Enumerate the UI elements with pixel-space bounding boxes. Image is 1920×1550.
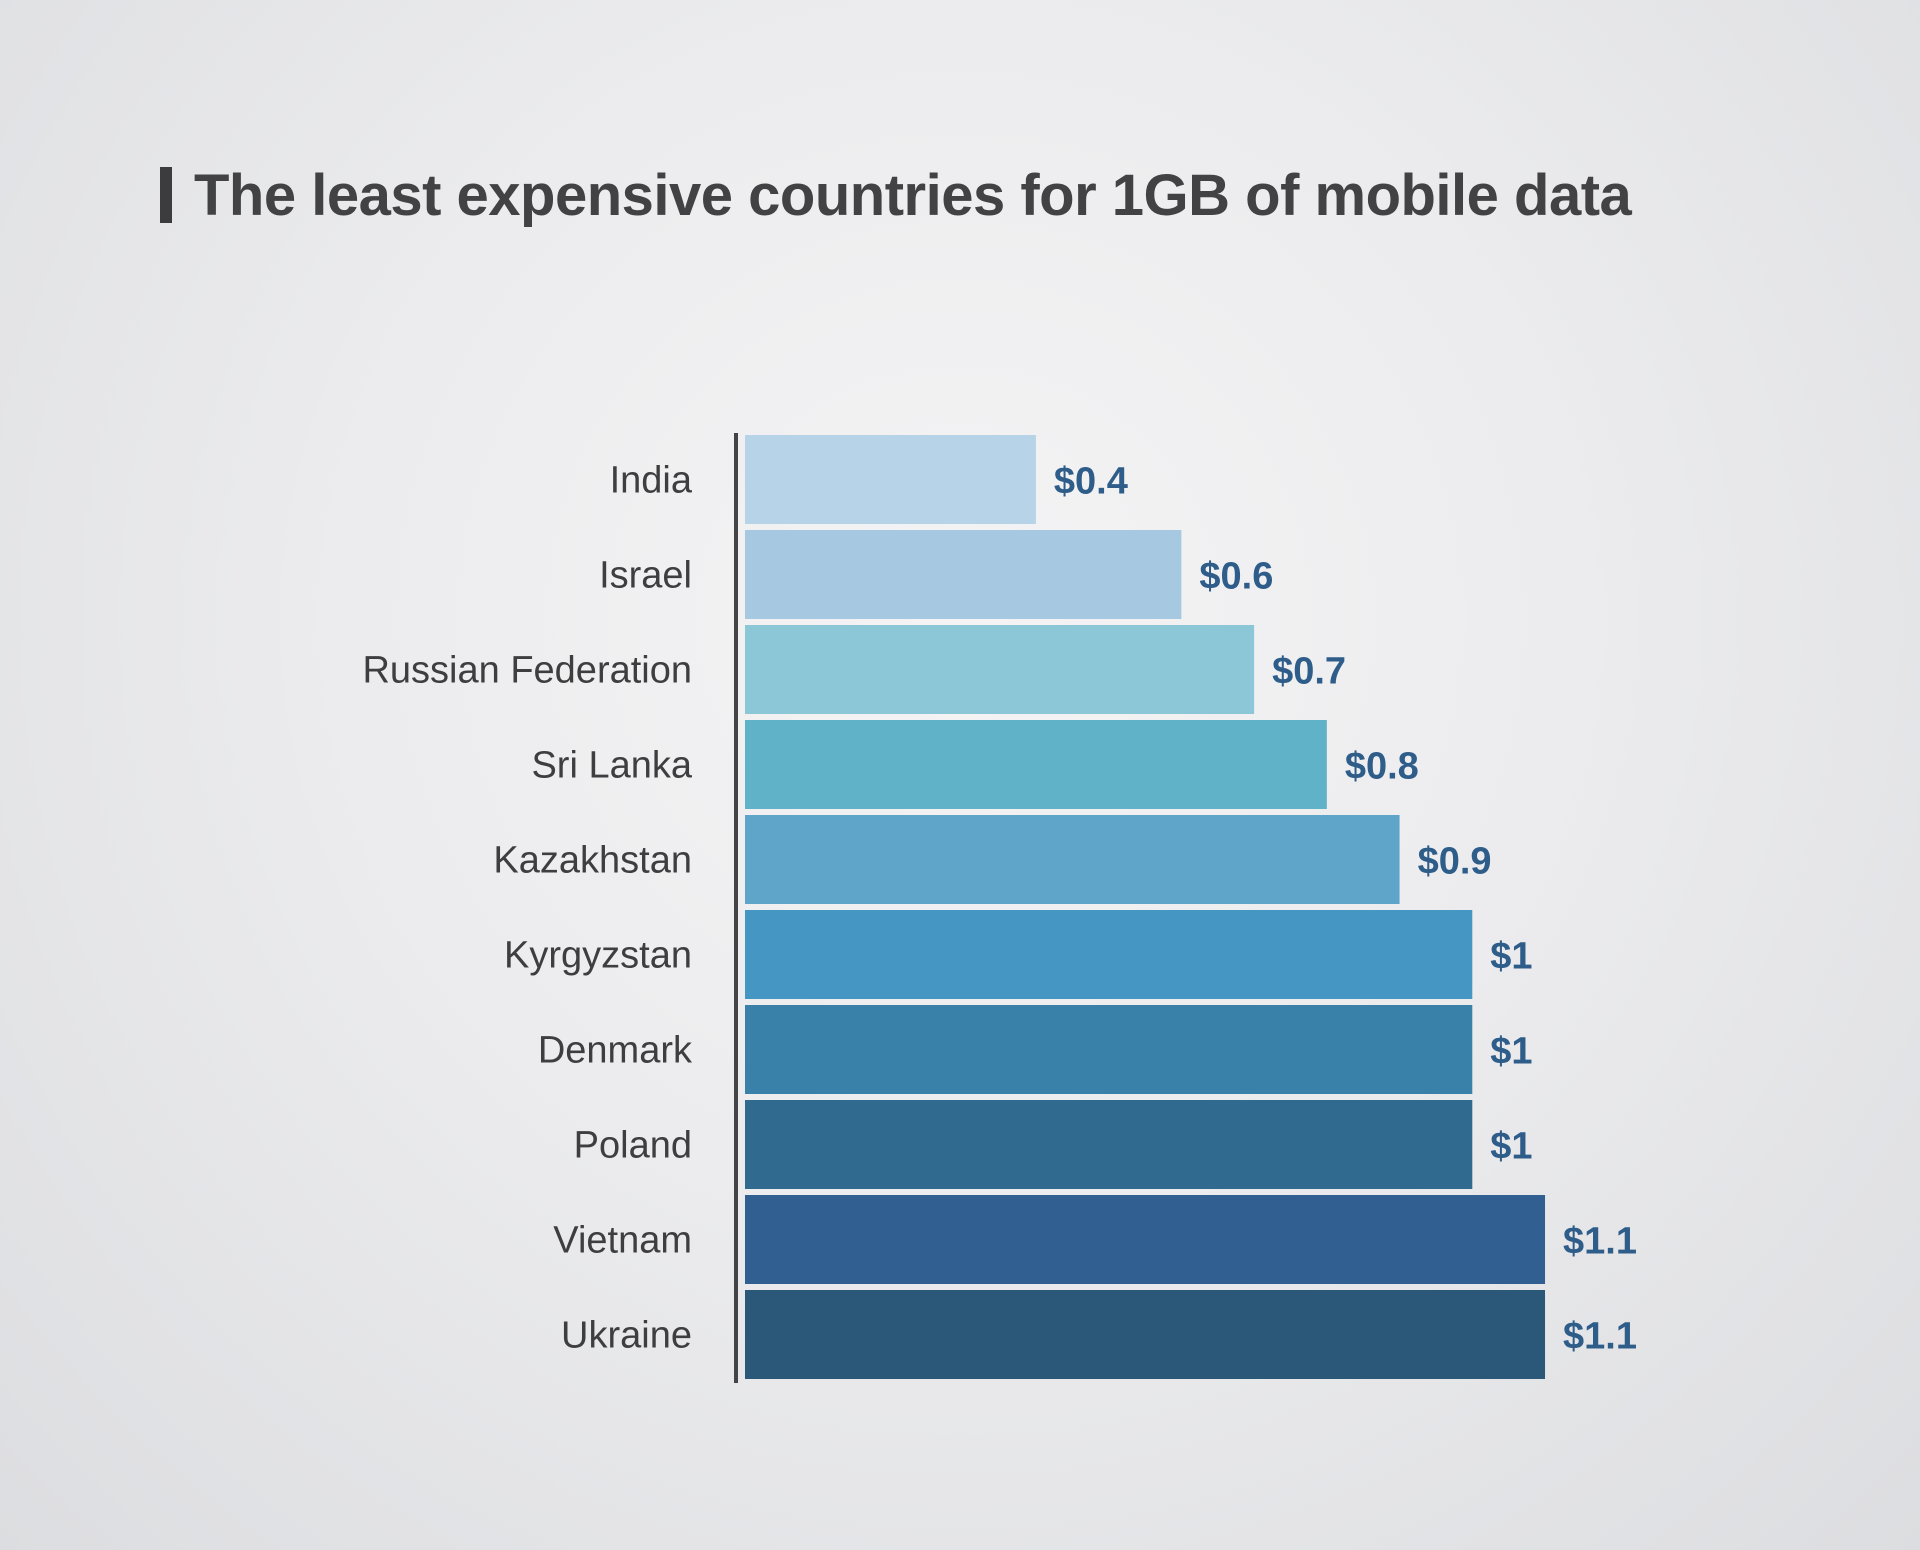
value-label: $1 xyxy=(1490,1126,1532,1168)
value-label: $0.7 xyxy=(1272,651,1346,693)
category-labels-group: India Israel Russian Federation Sri Lanka Ka… xyxy=(362,460,693,1357)
bar-vietnam xyxy=(745,1195,1546,1284)
bar-ukraine xyxy=(745,1290,1546,1379)
category-label: India xyxy=(610,460,693,502)
value-label: $0.6 xyxy=(1199,556,1273,598)
chart-title: The least expensive countries for 1GB of… xyxy=(160,160,1632,230)
category-label: Sri Lanka xyxy=(531,745,692,787)
bar-india xyxy=(745,435,1036,524)
bar-denmark xyxy=(745,1005,1473,1094)
title-accent-bar xyxy=(160,167,172,223)
value-label: $0.4 xyxy=(1054,461,1128,503)
category-label: Israel xyxy=(599,555,692,597)
bar-poland xyxy=(745,1100,1473,1189)
category-label: Kyrgyzstan xyxy=(504,935,692,977)
chart-title-text: The least expensive countries for 1GB of… xyxy=(194,162,1632,228)
bar-israel xyxy=(745,530,1182,619)
category-label: Ukraine xyxy=(561,1315,692,1357)
category-label: Russian Federation xyxy=(362,650,692,692)
value-labels-group: $0.4 $0.6 $0.7 $0.8 $0.9 $1 $1 $1 $1.1 $1.1 xyxy=(1054,461,1637,1358)
bar-russian-federation xyxy=(745,625,1255,714)
category-label: Kazakhstan xyxy=(493,840,692,882)
bar-sri-lanka xyxy=(745,720,1327,809)
category-label: Denmark xyxy=(538,1030,693,1072)
category-label: Vietnam xyxy=(553,1220,692,1262)
category-label: Poland xyxy=(574,1125,692,1167)
value-label: $1 xyxy=(1490,1031,1532,1073)
value-label: $1 xyxy=(1490,936,1532,978)
bar-kyrgyzstan xyxy=(745,910,1473,999)
bar-kazakhstan xyxy=(745,815,1400,904)
value-label: $1.1 xyxy=(1563,1316,1637,1358)
value-label: $1.1 xyxy=(1563,1221,1637,1263)
value-label: $0.9 xyxy=(1418,841,1492,883)
value-label: $0.8 xyxy=(1345,746,1419,788)
bars-group xyxy=(745,435,1546,1379)
